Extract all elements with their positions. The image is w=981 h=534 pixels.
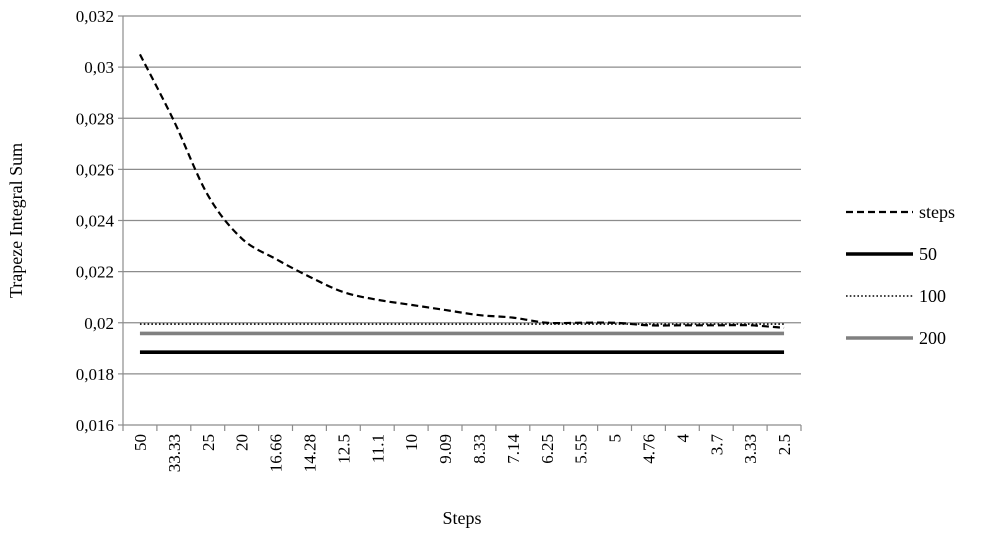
y-tick-label: 0,028 — [76, 109, 114, 128]
x-tick-label: 4 — [673, 434, 692, 443]
y-tick-label: 0,02 — [84, 314, 114, 333]
x-tick-label: 14.28 — [300, 434, 319, 472]
x-tick-label: 6.25 — [538, 434, 557, 464]
y-tick-label: 0,03 — [84, 58, 114, 77]
y-tick-label: 0,022 — [76, 263, 114, 282]
x-tick-label: 25 — [199, 434, 218, 451]
legend-label: 50 — [919, 244, 937, 264]
axes — [118, 15, 802, 431]
gridlines — [123, 15, 801, 375]
y-tick-label: 0,024 — [76, 212, 115, 231]
x-tick-label: 2.5 — [775, 434, 794, 455]
legend-label: 100 — [919, 286, 946, 306]
y-axis-title: Trapeze Integral Sum — [6, 143, 26, 298]
series-lines — [138, 53, 785, 354]
x-tick-label: 10 — [402, 434, 421, 451]
x-tick-label: 11.1 — [368, 434, 387, 463]
x-tick-label: 12.5 — [334, 434, 353, 464]
tick-labels: 0,016 0,018 0,02 0,022 0,024 0,026 0,028 0,03 0,… — [76, 7, 794, 472]
x-tick-label: 9.09 — [436, 434, 455, 464]
x-tick-label: 5 — [606, 434, 625, 443]
series-line-steps — [138, 53, 785, 329]
x-tick-label: 3.7 — [707, 434, 726, 456]
x-axis-title: Steps — [442, 508, 481, 528]
legend: steps 50 100 200 — [846, 202, 955, 348]
y-tick-label: 0,032 — [76, 7, 114, 26]
x-tick-label: 5.55 — [572, 434, 591, 464]
x-tick-label: 20 — [233, 434, 252, 451]
y-tick-label: 0,026 — [76, 160, 114, 179]
y-tick-label: 0,018 — [76, 365, 114, 384]
x-tick-label: 3.33 — [741, 434, 760, 464]
x-tick-label: 50 — [131, 434, 150, 451]
legend-label: 200 — [919, 328, 946, 348]
y-tick-label: 0,016 — [76, 416, 114, 435]
x-tick-label: 33.33 — [165, 434, 184, 472]
x-tick-label: 7.14 — [504, 434, 523, 464]
x-tick-label: 4.76 — [639, 434, 658, 464]
x-tick-label: 16.66 — [267, 434, 286, 472]
legend-label: steps — [919, 202, 955, 222]
x-tick-label: 8.33 — [470, 434, 489, 464]
